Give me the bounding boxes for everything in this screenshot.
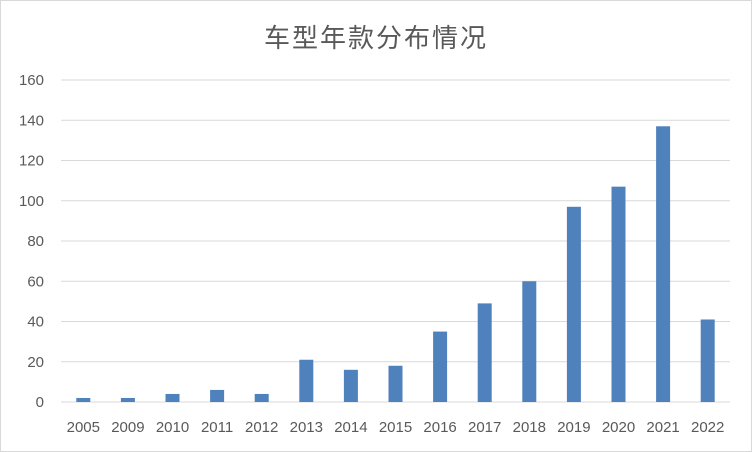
- bar-2014: [343, 369, 358, 402]
- x-tick-label: 2022: [691, 419, 724, 436]
- x-tick-label: 2012: [245, 419, 278, 436]
- x-tick-label: 2020: [602, 419, 635, 436]
- x-tick-label: 2005: [67, 419, 100, 436]
- x-axis-ticks: 2005 2009 2010 2011 2012 2013 2014 2015 2016 2017…: [67, 419, 725, 436]
- bar-2005: [76, 397, 91, 402]
- x-tick-label: 2017: [468, 419, 501, 436]
- x-tick-label: 2021: [646, 419, 679, 436]
- y-tick-label: 20: [27, 354, 44, 371]
- bar-2019: [566, 206, 581, 402]
- bar-2012: [254, 393, 269, 402]
- y-axis-ticks: 0 20 40 60 80 100 120 140 160: [19, 72, 44, 411]
- y-tick-label: 120: [19, 153, 44, 170]
- bar-2021: [656, 126, 671, 402]
- bar-2020: [611, 186, 626, 402]
- bar-2022: [700, 319, 715, 402]
- bar-2009: [120, 397, 135, 402]
- bar-2015: [388, 365, 403, 402]
- x-tick-label: 2013: [290, 419, 323, 436]
- x-tick-label: 2014: [334, 419, 367, 436]
- x-tick-label: 2011: [201, 419, 233, 436]
- bar-2016: [433, 331, 448, 402]
- bar-2017: [477, 303, 492, 402]
- x-tick-label: 2018: [513, 419, 546, 436]
- bar-2018: [522, 281, 537, 402]
- y-tick-label: 0: [36, 394, 44, 411]
- y-tick-label: 100: [19, 193, 44, 210]
- chart-title: 车型年款分布情况: [263, 24, 488, 54]
- gridlines: [61, 79, 730, 403]
- x-tick-label: 2015: [379, 419, 412, 436]
- x-tick-label: 2010: [156, 419, 189, 436]
- y-tick-label: 60: [27, 273, 44, 290]
- y-tick-label: 40: [27, 314, 44, 331]
- bar-2011: [210, 389, 225, 402]
- x-tick-label: 2016: [423, 419, 456, 436]
- y-tick-label: 160: [19, 72, 44, 89]
- x-tick-label: 2019: [557, 419, 590, 436]
- bars: [76, 126, 715, 402]
- y-tick-label: 140: [19, 112, 44, 129]
- x-tick-label: 2009: [111, 419, 144, 436]
- y-tick-label: 80: [27, 233, 44, 250]
- bar-2010: [165, 393, 180, 402]
- bar-2013: [299, 359, 314, 402]
